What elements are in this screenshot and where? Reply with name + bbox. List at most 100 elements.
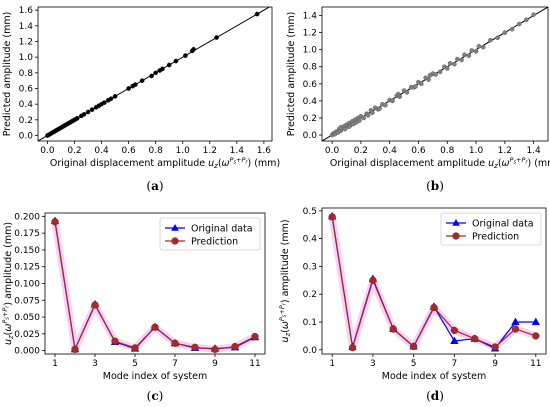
scatter-point [81,112,87,117]
scatter-point [404,90,410,95]
panel-label: (c) [147,389,164,403]
y-tick-label: 0.8 [19,69,34,79]
y-tick-label: 0.4 [303,235,318,245]
x-tick-label: 0.0 [40,146,55,156]
prediction-point [532,332,540,340]
prediction-point [211,345,219,353]
prediction-point [191,343,199,351]
y-tick-label: 0.0 [19,132,34,142]
scatter-point [139,78,145,83]
scatter-point [495,35,500,41]
y-tick-label: 0.200 [14,212,40,222]
x-axis-label: Original displacement amplitude uz(ωPs+P… [330,156,550,170]
scatter-point [338,125,344,130]
y-tick-label: 0.0 [303,346,318,356]
scatter-point [160,66,165,72]
y-axis-label: Predicted amplitude (mm) [286,12,297,137]
prediction-point [131,344,139,352]
y-axis-label: Predicted amplitude (mm) [2,12,13,137]
prediction-point [151,323,159,331]
prediction-point [251,332,259,341]
scatter-point [89,107,95,112]
panel-label: (d) [426,389,444,403]
panel-a: 0.0 0.2 0.4 0.6 0.8 1.0 1.2 1.4 1.6 0.0 0.2 0.4 0.6 0… [2,6,280,193]
x-tick-label: 11 [530,359,541,369]
x-tick-label: 0.2 [354,146,368,156]
y-tick-label: 0.8 [303,63,318,73]
x-tick-label: 1.0 [176,146,191,156]
scatter-point [347,124,352,129]
panel-c: 1 3 5 7 9 11 0.000 0.025 0.050 0.075 0.100 0.125 0.1… [1,212,266,403]
y-tick-label: 0.2 [19,116,33,126]
scatter-point [444,66,450,71]
scatter-point [437,69,443,75]
y-tick-label: 0.2 [303,290,317,300]
prediction-point [450,326,459,335]
prediction-point [491,343,499,351]
scatter-point [452,61,457,67]
y-tick-label: 0.6 [19,84,34,94]
legend-circle-marker [171,237,179,245]
scatter-point [390,98,395,104]
x-tick-label: 0.8 [440,146,455,156]
x-tick-label: 1 [52,359,58,369]
original-data-point [511,317,520,326]
legend: Original data Prediction [440,212,542,246]
prediction-point [171,339,179,347]
x-tick-label: 3 [92,359,98,369]
x-tick-label: 11 [249,359,260,369]
scatter-point [531,12,536,17]
y-tick-label: 0.175 [14,229,40,239]
scatter-point [462,52,467,58]
scatter-point [383,102,388,108]
prediction-point [91,301,99,309]
panel-d: 1 3 5 7 9 11 0.0 0.1 0.2 0.3 0.4 0.5 Original data Pr… [278,207,547,403]
scatter-point [126,86,131,91]
scatter-point [469,48,475,53]
prediction-point [409,342,418,351]
y-tick-label: 1.0 [303,46,318,56]
scatter-point [173,58,179,64]
x-tick-label: 1.2 [203,146,217,156]
prediction-point [511,325,520,333]
scatter-point [112,94,118,99]
y-tick-label: 1.6 [19,6,34,16]
scatter-point [166,62,172,68]
scatter-point [191,47,196,52]
y-tick-label: 0.075 [14,296,40,306]
scatter-point [370,110,375,116]
plot-frame [37,6,273,142]
legend-entry: Prediction [472,231,519,242]
x-tick-label: 1.4 [526,146,541,156]
x-tick-label: 0.6 [121,146,136,156]
x-tick-label: 0.8 [149,146,164,156]
legend-entry: Original data [472,218,534,229]
x-tick-label: 0.0 [325,146,340,156]
y-tick-label: 0.3 [303,262,317,272]
scatter-point [74,115,80,121]
scatter-point [413,84,418,89]
legend-circle-marker [452,232,460,240]
scatter-point [427,72,433,78]
prediction-point [71,345,79,353]
x-tick-label: 9 [492,359,498,369]
legend-triangle-marker [171,224,179,231]
scatter-point [426,77,431,82]
scatter-point [133,82,138,87]
y-tick-label: 0.150 [14,246,40,256]
y-tick-label: 1.2 [19,37,33,47]
prediction-point [369,276,377,284]
prediction-point [430,303,438,312]
plot-area [38,7,271,141]
scatter-point [153,70,158,76]
scatter-point [433,72,439,77]
y-tick-label: 0.125 [14,263,40,273]
prediction-point [328,213,336,221]
scatter-point [502,30,508,35]
plot-area [322,7,548,141]
x-tick-label: 0.6 [411,146,426,156]
y-tick-label: 0.100 [14,280,40,290]
x-tick-label: 7 [451,359,457,369]
plot-area [327,211,541,352]
